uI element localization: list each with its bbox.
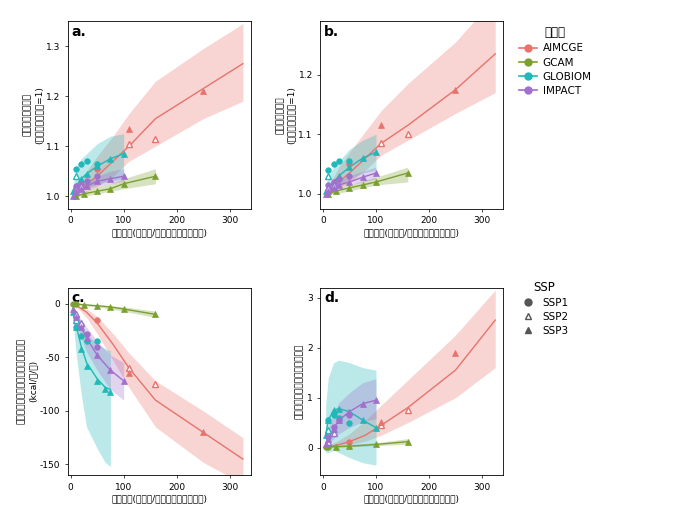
Y-axis label: 一人当たり食料消費カロリーの変化
(kcal/人/日): 一人当たり食料消費カロリーの変化 (kcal/人/日) — [17, 338, 37, 425]
Text: a.: a. — [71, 25, 86, 39]
Text: c.: c. — [71, 291, 85, 305]
Legend: SSP1, SSP2, SSP3: SSP1, SSP2, SSP3 — [519, 280, 568, 336]
X-axis label: 炭素価格(米ドル/トン二酸化炭素換算): 炭素価格(米ドル/トン二酸化炭素換算) — [364, 228, 460, 237]
Y-axis label: 農業財価格の変化
(ベースライン値=1): 農業財価格の変化 (ベースライン値=1) — [23, 86, 44, 144]
Text: d.: d. — [324, 291, 339, 305]
Y-axis label: 飢餓リスク人口の変化（億人）: 飢餓リスク人口の変化（億人） — [295, 344, 304, 419]
X-axis label: 炭素価格(米ドル/トン二酸化炭素換算): 炭素価格(米ドル/トン二酸化炭素換算) — [364, 495, 460, 504]
Y-axis label: 食料支出の変化
(ベースライン値=1): 食料支出の変化 (ベースライン値=1) — [275, 86, 296, 144]
X-axis label: 炭素価格(米ドル/トン二酸化炭素換算): 炭素価格(米ドル/トン二酸化炭素換算) — [112, 228, 207, 237]
X-axis label: 炭素価格(米ドル/トン二酸化炭素換算): 炭素価格(米ドル/トン二酸化炭素換算) — [112, 495, 207, 504]
Text: b.: b. — [324, 25, 339, 39]
